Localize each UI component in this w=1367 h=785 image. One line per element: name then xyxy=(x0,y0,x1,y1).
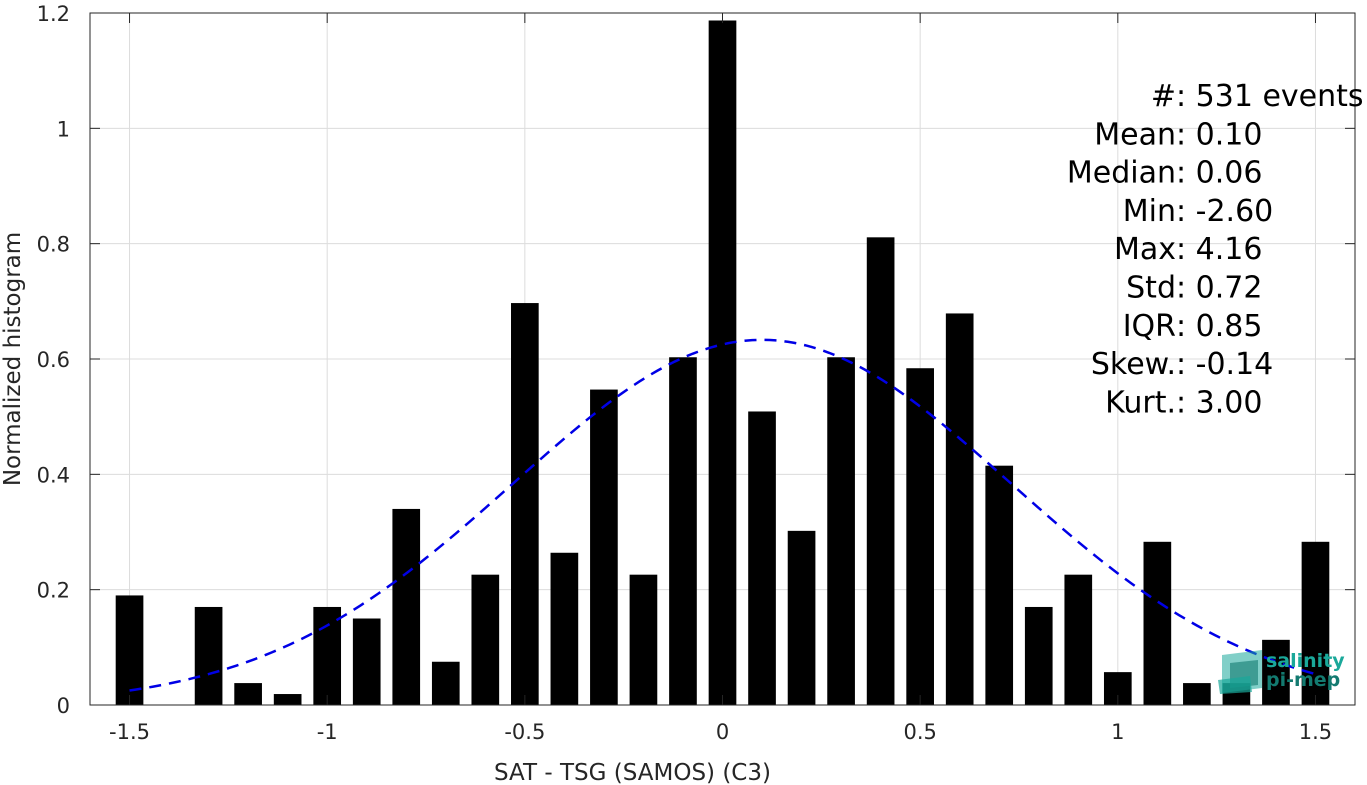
y-tick-labels: 0 0.2 0.4 0.6 0.8 1 1.2 xyxy=(37,2,70,718)
stat-value: : 4.16 xyxy=(1176,232,1262,267)
stat-value: : 3.00 xyxy=(1176,385,1262,420)
x-tick-label: 1.5 xyxy=(1299,720,1332,744)
y-tick-label: 0.8 xyxy=(37,233,70,257)
histogram-bar xyxy=(550,552,579,705)
y-tick-label: 0 xyxy=(57,694,70,718)
y-axis-title: Normalized histogram xyxy=(0,232,26,486)
salinity-pimep-logo: salinity pi-mep xyxy=(1218,650,1345,694)
histogram-bar xyxy=(313,606,342,705)
histogram-bar xyxy=(748,411,776,705)
histogram-bar xyxy=(827,357,855,705)
x-tick-label: 0.5 xyxy=(903,720,936,744)
histogram-bar xyxy=(866,237,895,705)
stat-label: Min xyxy=(1123,194,1176,229)
histogram-bar xyxy=(471,574,500,705)
x-tick-labels: -1.5 -1 -0.5 0 0.5 1 1.5 xyxy=(109,720,1332,744)
histogram-bar xyxy=(945,313,974,705)
axis-ticks xyxy=(90,12,1355,706)
logo-text-line2: pi-mep xyxy=(1266,669,1340,691)
stat-label: Skew. xyxy=(1091,347,1176,382)
stat-label: # xyxy=(1151,79,1176,114)
stat-label: Std xyxy=(1126,271,1176,306)
y-tick-label: 0.4 xyxy=(37,463,70,487)
histogram-bar xyxy=(392,508,421,705)
histogram-bar xyxy=(1183,683,1211,705)
histogram-bar xyxy=(985,465,1014,705)
x-tick-label: -1 xyxy=(317,720,338,744)
histogram-bar xyxy=(1143,541,1172,705)
histogram-bar xyxy=(431,661,460,705)
y-tick-label: 0.6 xyxy=(37,348,70,372)
stat-value: : 0.72 xyxy=(1176,271,1262,306)
x-tick-label: 1 xyxy=(1111,720,1124,744)
gaussian-fit-curve xyxy=(129,338,1316,692)
histogram-bars xyxy=(115,20,1330,706)
histogram-bar xyxy=(234,683,262,705)
histogram-bar xyxy=(1064,574,1093,705)
histogram-bar xyxy=(115,595,144,705)
stat-value: : 0.85 xyxy=(1176,309,1262,344)
histogram-bar xyxy=(669,357,697,705)
stat-label: IQR xyxy=(1123,309,1176,344)
histogram-bar xyxy=(1301,541,1330,705)
stat-value: : 0.10 xyxy=(1176,117,1262,152)
y-tick-label: 1.2 xyxy=(37,2,70,26)
logo-mark-icon xyxy=(1218,650,1262,694)
logo-text-line1: salinity xyxy=(1266,650,1345,672)
histogram-bar xyxy=(590,389,618,705)
y-tick-label: 1 xyxy=(57,117,70,141)
stat-label: Max xyxy=(1114,232,1176,267)
histogram-bar xyxy=(629,574,658,705)
histogram-bar xyxy=(1024,606,1053,705)
histogram-bar xyxy=(194,606,223,705)
histogram-bar xyxy=(787,530,816,705)
histogram-bar xyxy=(511,303,539,705)
x-tick-label: 0 xyxy=(716,720,729,744)
histogram-bar xyxy=(273,694,302,705)
stat-value: : 531 events xyxy=(1176,79,1364,114)
x-axis-title: SAT - TSG (SAMOS) (C3) xyxy=(494,760,771,785)
histogram-bar xyxy=(906,368,934,705)
gaussian-fit-line xyxy=(129,338,1316,692)
stat-value: : 0.06 xyxy=(1176,156,1262,191)
stat-value: : -2.60 xyxy=(1176,194,1273,229)
stat-label: Median xyxy=(1067,156,1176,191)
stat-label: Kurt. xyxy=(1105,385,1176,420)
x-tick-label: -0.5 xyxy=(504,720,545,744)
stat-value: : -0.14 xyxy=(1176,347,1273,382)
x-tick-label: -1.5 xyxy=(109,720,150,744)
histogram-bar xyxy=(352,618,381,705)
histogram-bar xyxy=(708,20,737,706)
y-tick-label: 0.2 xyxy=(37,579,70,603)
histogram-bar xyxy=(1262,639,1290,705)
stat-label: Mean xyxy=(1094,117,1176,152)
